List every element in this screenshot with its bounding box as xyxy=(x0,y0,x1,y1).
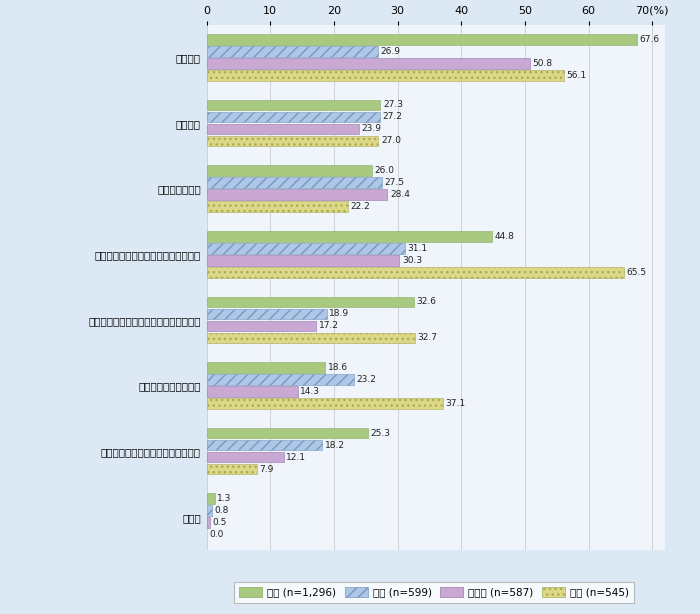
Text: 18.9: 18.9 xyxy=(330,309,349,318)
Text: 65.5: 65.5 xyxy=(626,268,646,277)
Text: 31.1: 31.1 xyxy=(407,244,427,253)
Bar xyxy=(206,243,405,254)
Text: 23.2: 23.2 xyxy=(357,375,377,384)
Text: 56.1: 56.1 xyxy=(566,71,587,80)
Bar xyxy=(206,177,382,188)
Bar xyxy=(206,464,257,475)
Bar xyxy=(206,505,211,516)
Text: 18.2: 18.2 xyxy=(325,441,345,449)
Bar xyxy=(206,452,284,462)
Bar xyxy=(206,374,354,385)
Bar xyxy=(206,333,414,343)
Text: 37.1: 37.1 xyxy=(445,399,466,408)
Bar xyxy=(206,428,368,438)
Bar xyxy=(206,440,323,451)
Bar xyxy=(206,165,372,176)
Bar xyxy=(206,189,387,200)
Bar xyxy=(206,58,530,69)
Legend: 日本 (n=1,296), 米国 (n=599), ドイツ (n=587), 中国 (n=545): 日本 (n=1,296), 米国 (n=599), ドイツ (n=587), 中… xyxy=(234,582,634,603)
Bar xyxy=(206,123,358,134)
Text: 0.5: 0.5 xyxy=(212,518,227,527)
Bar xyxy=(206,494,215,504)
Bar xyxy=(206,70,564,80)
Text: 0.0: 0.0 xyxy=(209,530,223,539)
Bar xyxy=(206,297,414,307)
Bar xyxy=(206,518,210,528)
Bar xyxy=(206,99,380,111)
Text: 27.3: 27.3 xyxy=(383,101,403,109)
Bar xyxy=(206,321,316,331)
Text: 14.3: 14.3 xyxy=(300,387,320,396)
Bar xyxy=(206,398,443,409)
Text: 67.6: 67.6 xyxy=(640,35,659,44)
Text: 17.2: 17.2 xyxy=(318,321,339,330)
Text: 26.9: 26.9 xyxy=(380,47,400,56)
Text: 23.9: 23.9 xyxy=(361,125,382,133)
Text: 1.3: 1.3 xyxy=(217,494,232,503)
Text: 22.2: 22.2 xyxy=(351,202,370,211)
Bar xyxy=(206,267,624,278)
Bar xyxy=(206,386,298,397)
Bar xyxy=(206,201,348,212)
Text: 18.6: 18.6 xyxy=(328,363,348,372)
Bar xyxy=(206,362,325,373)
Text: 12.1: 12.1 xyxy=(286,453,306,462)
Bar xyxy=(206,136,379,146)
Text: 50.8: 50.8 xyxy=(533,59,553,68)
Text: 32.7: 32.7 xyxy=(417,333,438,343)
Text: 27.2: 27.2 xyxy=(382,112,402,122)
Bar xyxy=(206,255,400,265)
Text: 26.0: 26.0 xyxy=(374,166,395,175)
Text: 27.0: 27.0 xyxy=(381,136,401,146)
Bar xyxy=(206,34,637,45)
Text: 44.8: 44.8 xyxy=(494,231,514,241)
Text: 28.4: 28.4 xyxy=(390,190,410,199)
Text: 32.6: 32.6 xyxy=(416,297,437,306)
Bar xyxy=(206,112,379,122)
Text: 7.9: 7.9 xyxy=(260,465,274,473)
Bar xyxy=(206,46,378,56)
Bar xyxy=(206,309,327,319)
Text: 25.3: 25.3 xyxy=(370,429,390,438)
Text: 30.3: 30.3 xyxy=(402,256,422,265)
Bar xyxy=(206,231,492,241)
Text: 27.5: 27.5 xyxy=(384,178,404,187)
Text: 0.8: 0.8 xyxy=(214,506,228,515)
